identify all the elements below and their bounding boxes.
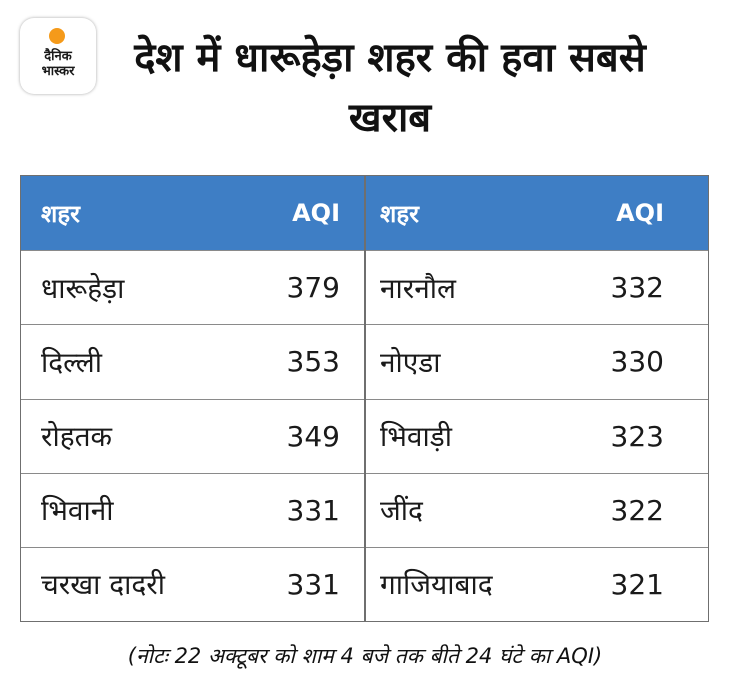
- city-cell: भिवानी: [41, 494, 114, 528]
- table-header-row: शहर AQI: [21, 176, 364, 251]
- column-header-city: शहर: [380, 199, 419, 228]
- table-row: नोएडा 330: [366, 324, 708, 398]
- dainik-bhaskar-logo: दैनिक भास्कर: [20, 18, 96, 94]
- table-row: चरखा दादरी 331: [21, 546, 364, 621]
- aqi-cell: 332: [610, 271, 664, 305]
- logo-text: दैनिक भास्कर: [41, 49, 75, 79]
- table-row: जींद 322: [366, 472, 708, 547]
- aqi-cell: 331: [286, 493, 340, 527]
- table-row: रोहतक 349: [21, 398, 364, 473]
- aqi-cell: 379: [286, 271, 340, 305]
- city-cell: गाजियाबाद: [380, 568, 493, 602]
- table-header-row: शहर AQI: [366, 176, 708, 251]
- aqi-cell: 322: [610, 493, 664, 527]
- city-cell: नोएडा: [380, 345, 441, 379]
- aqi-cell: 321: [610, 567, 664, 601]
- footnote: (नोटः 22 अक्टूबर को शाम 4 बजे तक बीते 24…: [127, 644, 603, 668]
- column-header-aqi: AQI: [292, 199, 340, 228]
- city-cell: जींद: [380, 494, 423, 528]
- city-cell: नारनौल: [380, 271, 457, 305]
- aqi-cell: 323: [610, 419, 664, 453]
- table-row: नारनौल 332: [366, 250, 708, 324]
- aqi-cell: 330: [610, 345, 664, 379]
- column-header-aqi: AQI: [616, 199, 664, 228]
- aqi-cell: 349: [286, 419, 340, 453]
- aqi-table: शहर AQI धारूहेड़ा 379 दिल्ली 353 रोहतक 3…: [20, 175, 709, 622]
- city-cell: चरखा दादरी: [41, 568, 165, 602]
- column-header-city: शहर: [41, 199, 80, 228]
- table-row: दिल्ली 353: [21, 324, 364, 398]
- headline: देश में धारूहेड़ा शहर की हवा सबसे खराब: [134, 35, 646, 141]
- city-cell: धारूहेड़ा: [41, 271, 125, 305]
- table-row: धारूहेड़ा 379: [21, 250, 364, 324]
- sun-icon: [49, 28, 65, 44]
- table-row: भिवानी 331: [21, 472, 364, 547]
- city-cell: भिवाड़ी: [380, 420, 452, 454]
- aqi-cell: 353: [286, 345, 340, 379]
- city-cell: रोहतक: [41, 420, 113, 454]
- table-left-half: शहर AQI धारूहेड़ा 379 दिल्ली 353 रोहतक 3…: [21, 176, 364, 621]
- table-right-half: शहर AQI नारनौल 332 नोएडा 330 भिवाड़ी 323…: [364, 176, 708, 621]
- table-row: भिवाड़ी 323: [366, 398, 708, 473]
- aqi-cell: 331: [286, 567, 340, 601]
- table-row: गाजियाबाद 321: [366, 546, 708, 621]
- city-cell: दिल्ली: [41, 345, 102, 379]
